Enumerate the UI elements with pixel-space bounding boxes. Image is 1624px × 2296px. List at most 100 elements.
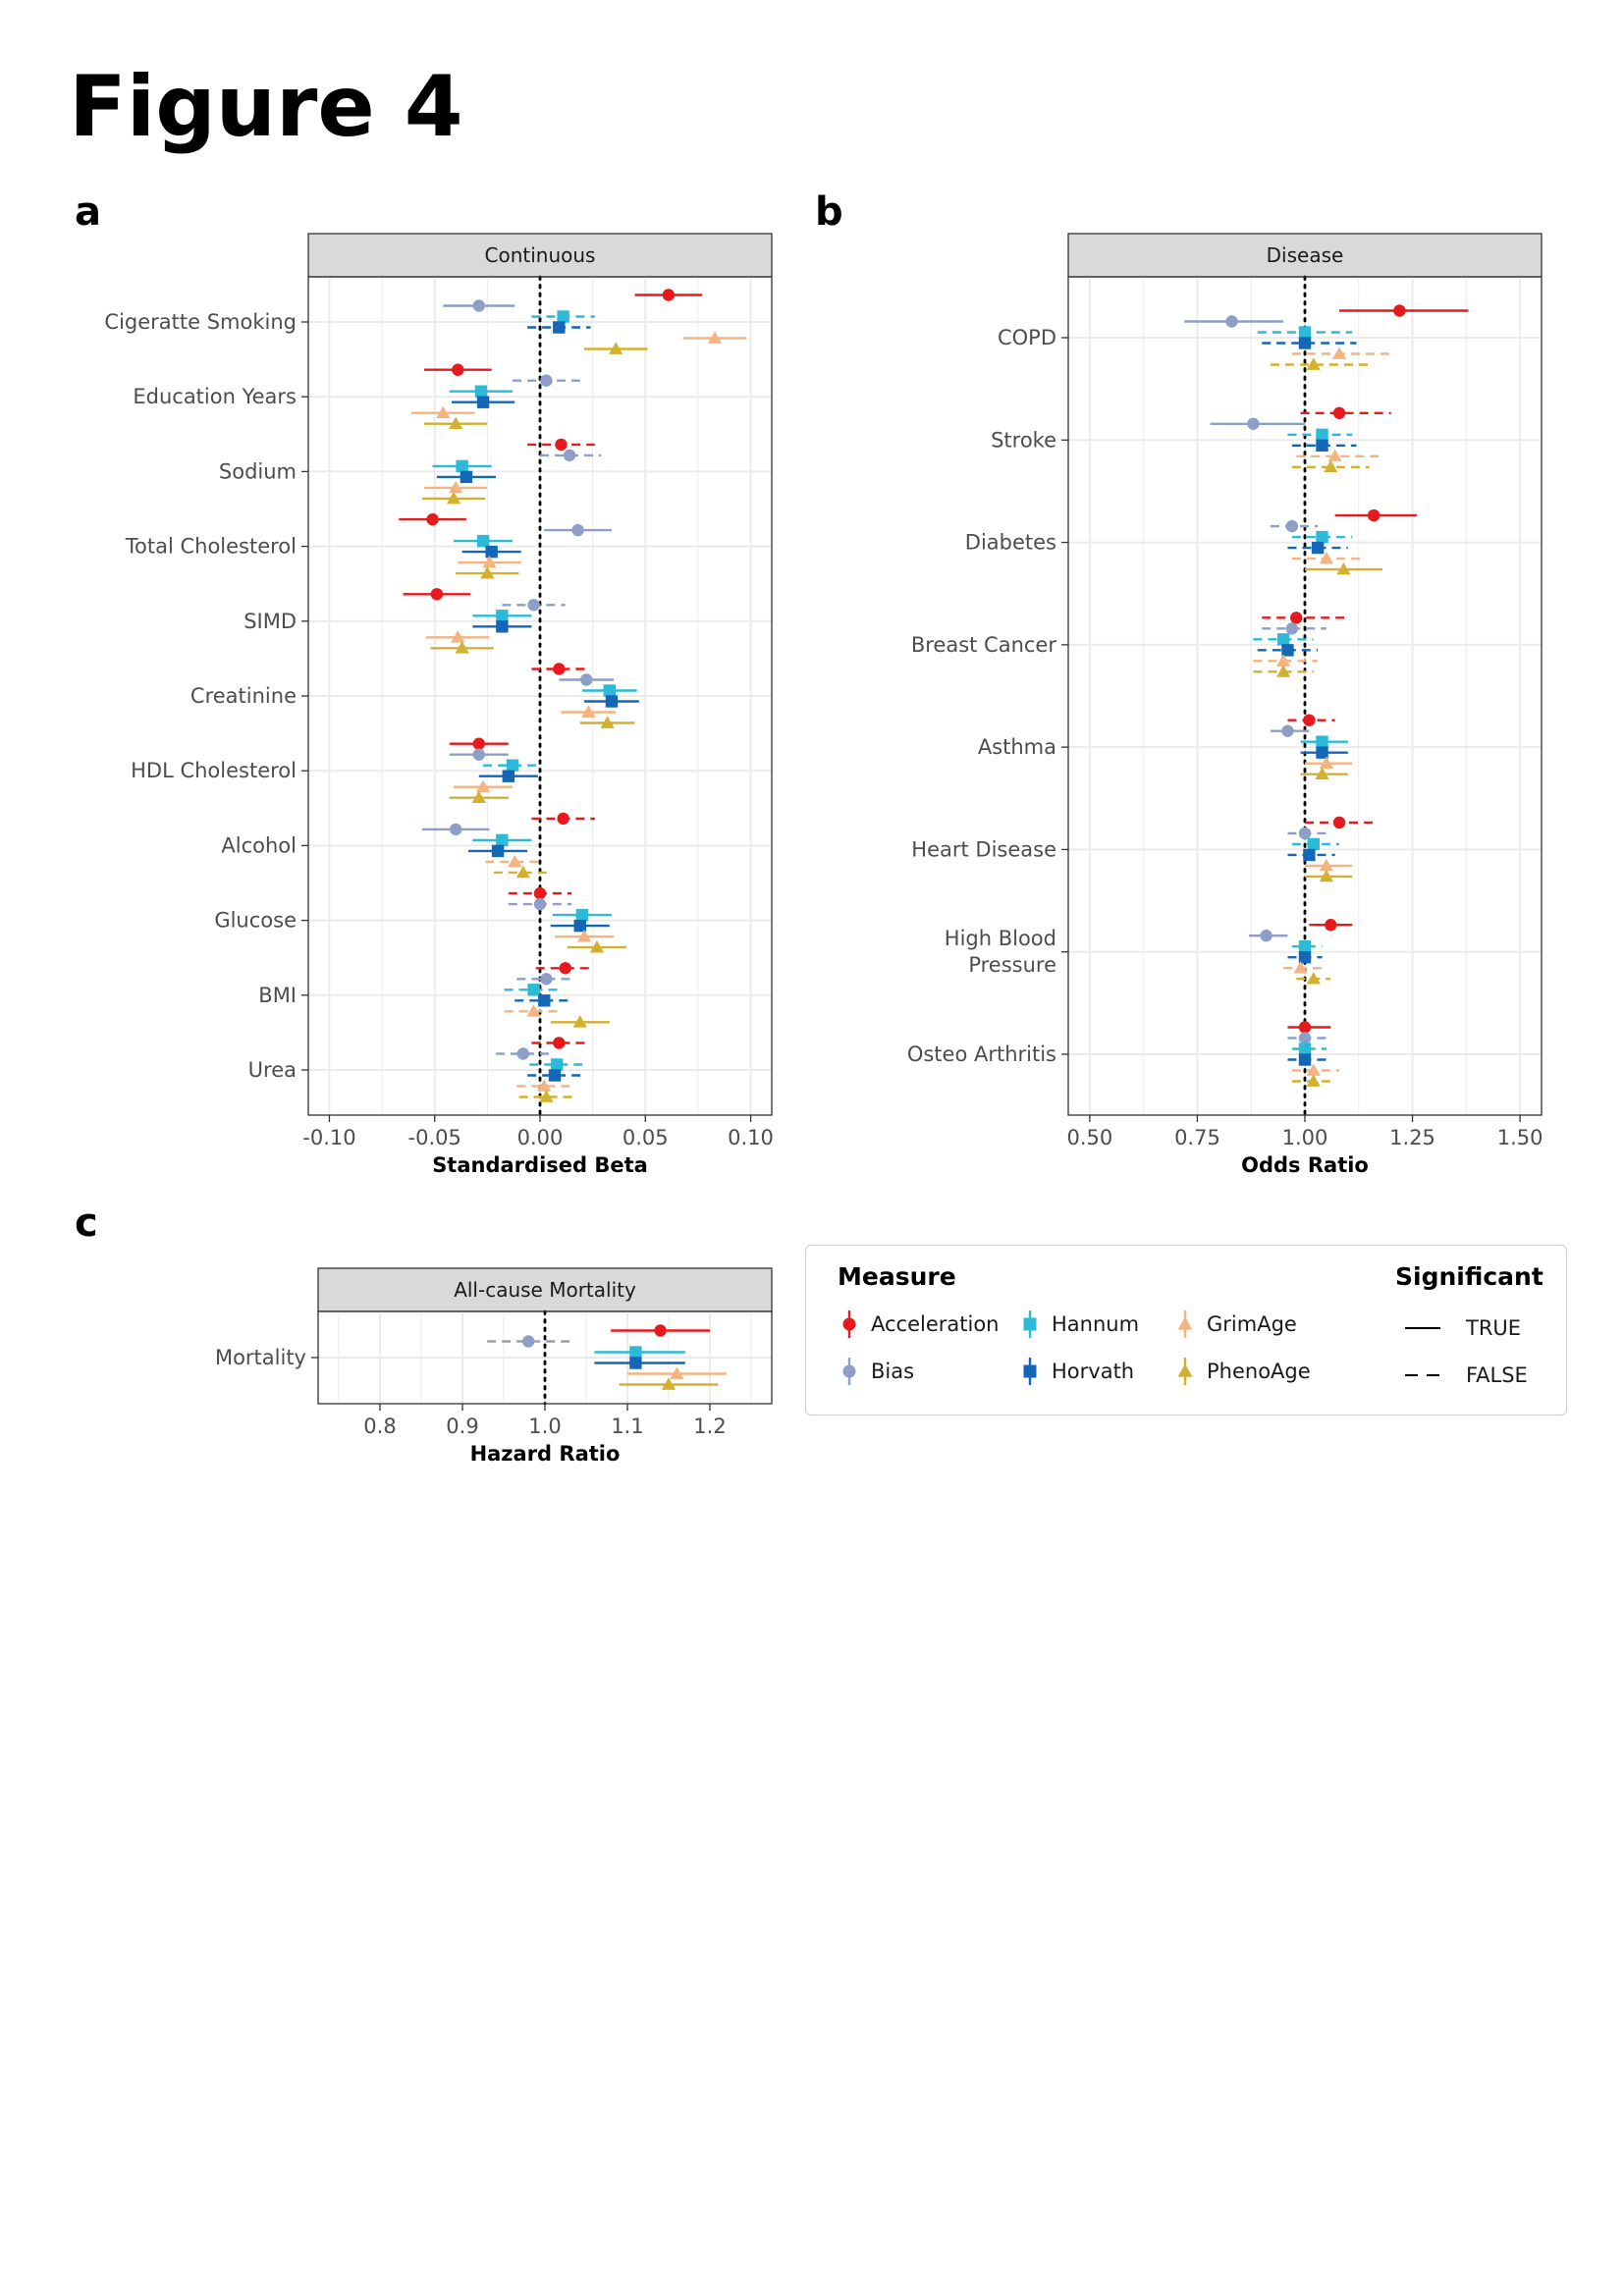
- y-tick-label-sodium: Sodium: [219, 459, 297, 483]
- point-acceleration-creatinine: [553, 663, 566, 675]
- point-bias-creatinine: [580, 673, 593, 686]
- point-bias-bmi: [540, 973, 553, 986]
- series-horvath: [1257, 337, 1357, 1066]
- point-grimage-education-years: [436, 405, 451, 419]
- facet-strip: [317, 1267, 773, 1312]
- point-horvath-alcohol: [491, 844, 505, 858]
- point-acceleration-asthma: [1303, 714, 1316, 726]
- legend: Measure Acceleration Bias Hannum Horvath Grim…: [805, 1245, 1567, 1415]
- y-tick-label-breast-cancer: Breast Cancer: [911, 633, 1057, 657]
- series-grimage: [627, 1366, 727, 1379]
- y-tick-label-diabetes: Diabetes: [965, 531, 1056, 555]
- point-bias-simd: [527, 599, 540, 612]
- point-horvath-sodium: [460, 470, 473, 484]
- point-acceleration-breast-cancer: [1290, 612, 1303, 624]
- facet-strip-label: Continuous: [485, 243, 596, 267]
- forest-plot-continuous: Continuous Cigeratte Smoking Education Yea…: [104, 233, 774, 1177]
- point-bias-sodium: [563, 449, 576, 462]
- point-hannum-cigeratte-smoking: [557, 310, 569, 323]
- figure-title: Figure 4: [69, 58, 463, 156]
- point-phenoage-breast-cancer: [1275, 665, 1291, 677]
- point-grimage-cigeratte-smoking: [707, 331, 723, 344]
- series-hannum: [594, 1346, 685, 1359]
- point-grimage-creatinine: [581, 705, 596, 718]
- point-hannum-alcohol: [496, 833, 509, 847]
- series-acceleration: [1262, 304, 1469, 1034]
- series-hannum: [1253, 326, 1353, 1055]
- facet-strip-label: All-cause Mortality: [454, 1278, 636, 1302]
- point-bias-osteo-arthritis: [1298, 1032, 1312, 1044]
- legend-key-marker-grimage: [1177, 1316, 1193, 1330]
- y-tick-label-osteo-arthritis: Osteo Arthritis: [907, 1042, 1056, 1066]
- y-tick-label-high-blood-pressure-line-2: Pressure: [968, 953, 1056, 977]
- point-horvath-total-cholesterol: [485, 545, 498, 559]
- point-acceleration-glucose: [533, 886, 547, 900]
- series-bias: [487, 1335, 570, 1348]
- point-hannum-simd: [496, 610, 509, 622]
- y-tick-label-heart-disease: Heart Disease: [911, 837, 1056, 861]
- y-tick-label-urea: Urea: [248, 1058, 297, 1082]
- point-horvath-heart-disease: [1303, 848, 1316, 862]
- x-axis-label: Standardised Beta: [432, 1153, 648, 1177]
- point-phenoage-diabetes: [1336, 561, 1351, 575]
- point-bias-mortality: [522, 1335, 535, 1348]
- point-acceleration-education-years: [452, 363, 464, 376]
- forest-plot-mortality: All-cause Mortality Mortality 0.8 0.9 1.0 1.1…: [215, 1267, 773, 1466]
- point-acceleration-simd: [430, 588, 444, 601]
- y-tick-label-high-blood-pressure-line-1: High Blood: [945, 927, 1056, 950]
- series-grimage: [411, 331, 747, 1092]
- point-acceleration-sodium: [555, 438, 568, 452]
- legend-key-marker-phenoage: [1177, 1363, 1193, 1377]
- point-grimage-urea: [537, 1079, 552, 1092]
- point-hannum-glucose: [575, 908, 589, 922]
- x-tick-label-4: 1.2: [693, 1415, 726, 1438]
- x-tick-label-4: 0.10: [728, 1126, 774, 1149]
- series-phenoage: [619, 1377, 719, 1390]
- point-horvath-cigeratte-smoking: [553, 321, 566, 334]
- panel-letter-b: b: [815, 189, 843, 235]
- point-bias-heart-disease: [1298, 827, 1312, 840]
- series-phenoage: [1253, 357, 1382, 1087]
- point-acceleration-stroke: [1332, 406, 1346, 419]
- point-acceleration-total-cholesterol: [426, 512, 439, 526]
- series-hannum: [432, 310, 637, 1071]
- y-tick-label-glucose: Glucose: [214, 909, 297, 933]
- facet-strip-label: Disease: [1267, 243, 1344, 267]
- point-phenoage-education-years: [449, 416, 463, 430]
- legend-label-phenoage: PhenoAge: [1207, 1360, 1311, 1383]
- point-phenoage-glucose: [589, 939, 605, 953]
- point-horvath-education-years: [476, 396, 490, 408]
- legend-key-bias: [842, 1358, 856, 1385]
- point-hannum-urea: [550, 1058, 564, 1071]
- point-grimage-stroke: [1327, 449, 1342, 462]
- forest-plot-disease: Disease COPD Stroke Diabetes Breast Cancer As…: [907, 233, 1543, 1177]
- point-bias-high-blood-pressure: [1260, 930, 1272, 942]
- point-hannum-copd: [1298, 326, 1312, 339]
- point-grimage-breast-cancer: [1275, 654, 1291, 667]
- legend-linetype-label-false: FALSE: [1466, 1363, 1528, 1387]
- x-axis-label: Odds Ratio: [1241, 1153, 1369, 1177]
- point-acceleration-cigeratte-smoking: [662, 289, 676, 301]
- x-tick-label-0: -0.10: [302, 1126, 355, 1149]
- legend-key-grimage: [1177, 1310, 1193, 1338]
- point-horvath-stroke: [1316, 439, 1328, 452]
- legend-key-marker-acceleration: [842, 1317, 856, 1331]
- x-axis-label: Hazard Ratio: [470, 1442, 621, 1466]
- point-horvath-creatinine: [605, 695, 619, 708]
- y-tick-label-stroke: Stroke: [991, 428, 1056, 452]
- point-phenoage-cigeratte-smoking: [609, 342, 623, 354]
- point-hannum-sodium: [456, 459, 468, 473]
- point-acceleration-urea: [553, 1037, 566, 1049]
- point-horvath-glucose: [573, 919, 586, 933]
- legend-key-hannum: [1023, 1310, 1037, 1338]
- x-tick-label-4: 1.50: [1497, 1126, 1543, 1149]
- y-tick-label-creatinine: Creatinine: [190, 684, 297, 708]
- point-horvath-mortality: [629, 1357, 642, 1369]
- point-hannum-total-cholesterol: [476, 534, 490, 548]
- y-tick-label-hdl-cholesterol: HDL Cholesterol: [131, 759, 297, 782]
- legend-linetype-label-true: TRUE: [1465, 1316, 1521, 1340]
- y-tick-label-total-cholesterol: Total Cholesterol: [125, 535, 297, 559]
- series-bias: [421, 299, 615, 1060]
- point-grimage-mortality: [670, 1366, 684, 1379]
- y-tick-label-education-years: Education Years: [133, 385, 297, 408]
